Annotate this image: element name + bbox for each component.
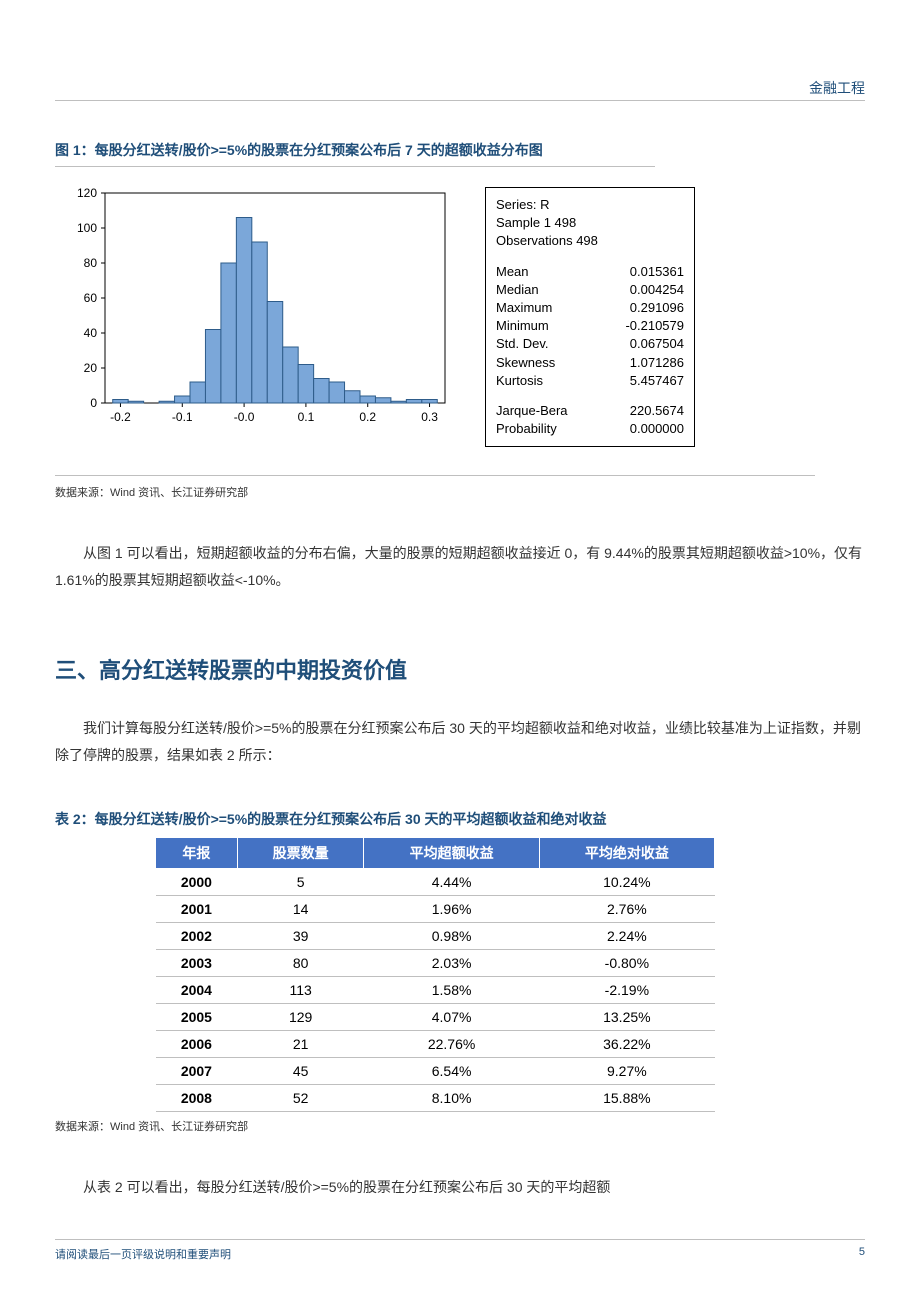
header-category: 金融工程 — [809, 78, 865, 98]
table-cell: 4.07% — [364, 1003, 539, 1030]
svg-text:100: 100 — [77, 221, 97, 235]
stats-rows: Mean0.015361Median0.004254Maximum0.29109… — [496, 263, 684, 390]
table-cell: 5 — [237, 868, 364, 895]
stats-row: Std. Dev.0.067504 — [496, 335, 684, 353]
table-header-cell: 平均绝对收益 — [539, 837, 714, 868]
table-2-header-row: 年报股票数量平均超额收益平均绝对收益 — [156, 837, 715, 868]
table-row: 2007456.54%9.27% — [156, 1057, 715, 1084]
table-2: 年报股票数量平均超额收益平均绝对收益 200054.44%10.24%20011… — [155, 837, 715, 1112]
table-cell: 2008 — [156, 1084, 238, 1111]
figure-1-bottom-rule — [55, 475, 815, 476]
table-row: 2001141.96%2.76% — [156, 895, 715, 922]
stats-box: Series: R Sample 1 498 Observations 498 … — [485, 187, 695, 447]
stats-row: Skewness1.071286 — [496, 354, 684, 372]
table-row: 20041131.58%-2.19% — [156, 976, 715, 1003]
histogram-chart: 0 20 40 60 80 100 120 -0.2 -0.1 -0.0 0.1 0.2 0.3 — [55, 183, 455, 433]
stats-row: Median0.004254 — [496, 281, 684, 299]
page-footer: 请阅读最后一页评级说明和重要声明 5 — [55, 1239, 865, 1262]
stats-row: Probability0.000000 — [496, 420, 684, 438]
stats-row: Maximum0.291096 — [496, 299, 684, 317]
table-cell: 14 — [237, 895, 364, 922]
svg-text:-0.0: -0.0 — [234, 410, 255, 424]
stats-rows-2: Jarque-Bera220.5674Probability0.000000 — [496, 402, 684, 438]
table-cell: 1.58% — [364, 976, 539, 1003]
table-cell: 2.76% — [539, 895, 714, 922]
table-cell: 2002 — [156, 922, 238, 949]
table-2-body: 200054.44%10.24%2001141.96%2.76%2002390.… — [156, 868, 715, 1111]
table-cell: 2005 — [156, 1003, 238, 1030]
paragraph-2: 我们计算每股分红送转/股价>=5%的股票在分红预案公布后 30 天的平均超额收益… — [55, 715, 865, 768]
svg-text:120: 120 — [77, 186, 97, 200]
table-cell: -2.19% — [539, 976, 714, 1003]
svg-text:40: 40 — [84, 326, 98, 340]
table-cell: -0.80% — [539, 949, 714, 976]
top-rule — [55, 100, 865, 101]
table-row: 2002390.98%2.24% — [156, 922, 715, 949]
table-row: 2003802.03%-0.80% — [156, 949, 715, 976]
stats-header-obs: Observations 498 — [496, 232, 684, 250]
figure-1-row: 0 20 40 60 80 100 120 -0.2 -0.1 -0.0 0.1 0.2 0.3 Ser… — [55, 183, 865, 447]
stats-row: Minimum-0.210579 — [496, 317, 684, 335]
table-row: 20062122.76%36.22% — [156, 1030, 715, 1057]
histogram-svg: 0 20 40 60 80 100 120 -0.2 -0.1 -0.0 0.1 0.2 0.3 — [55, 183, 455, 433]
table-cell: 39 — [237, 922, 364, 949]
table-cell: 52 — [237, 1084, 364, 1111]
table-header-cell: 股票数量 — [237, 837, 364, 868]
svg-text:0.3: 0.3 — [421, 410, 438, 424]
table-cell: 6.54% — [364, 1057, 539, 1084]
table-cell: 0.98% — [364, 922, 539, 949]
table-cell: 129 — [237, 1003, 364, 1030]
section-3-heading: 三、高分红送转股票的中期投资价值 — [55, 653, 865, 685]
stats-row: Mean0.015361 — [496, 263, 684, 281]
svg-text:80: 80 — [84, 256, 98, 270]
footer-disclaimer: 请阅读最后一页评级说明和重要声明 — [55, 1246, 231, 1262]
figure-1-rule — [55, 166, 655, 167]
table-cell: 21 — [237, 1030, 364, 1057]
table-cell: 2.24% — [539, 922, 714, 949]
table-cell: 36.22% — [539, 1030, 714, 1057]
svg-text:0: 0 — [90, 396, 97, 410]
table-2-title: 表 2：每股分红送转/股价>=5%的股票在分红预案公布后 30 天的平均超额收益… — [55, 809, 865, 829]
table-cell: 45 — [237, 1057, 364, 1084]
table-cell: 13.25% — [539, 1003, 714, 1030]
svg-text:-0.1: -0.1 — [172, 410, 193, 424]
table-cell: 1.96% — [364, 895, 539, 922]
table-cell: 10.24% — [539, 868, 714, 895]
table-header-cell: 年报 — [156, 837, 238, 868]
table-cell: 4.44% — [364, 868, 539, 895]
paragraph-3: 从表 2 可以看出，每股分红送转/股价>=5%的股票在分红预案公布后 30 天的… — [55, 1174, 865, 1201]
table-cell: 113 — [237, 976, 364, 1003]
table-row: 2008528.10%15.88% — [156, 1084, 715, 1111]
svg-text:20: 20 — [84, 361, 98, 375]
table-cell: 2004 — [156, 976, 238, 1003]
stats-header-sample: Sample 1 498 — [496, 214, 684, 232]
table-cell: 2003 — [156, 949, 238, 976]
svg-text:60: 60 — [84, 291, 98, 305]
figure-1-source: 数据来源：Wind 资讯、长江证券研究部 — [55, 484, 865, 500]
stats-row: Kurtosis5.457467 — [496, 372, 684, 390]
page-number: 5 — [859, 1246, 865, 1262]
figure-1-title: 图 1：每股分红送转/股价>=5%的股票在分红预案公布后 7 天的超额收益分布图 — [55, 140, 865, 160]
table-cell: 2.03% — [364, 949, 539, 976]
table-cell: 2000 — [156, 868, 238, 895]
table-cell: 15.88% — [539, 1084, 714, 1111]
table-cell: 2006 — [156, 1030, 238, 1057]
table-cell: 80 — [237, 949, 364, 976]
table-cell: 9.27% — [539, 1057, 714, 1084]
table-header-cell: 平均超额收益 — [364, 837, 539, 868]
stats-header-series: Series: R — [496, 196, 684, 214]
table-2-source: 数据来源：Wind 资讯、长江证券研究部 — [55, 1118, 865, 1134]
svg-text:0.1: 0.1 — [298, 410, 315, 424]
table-cell: 22.76% — [364, 1030, 539, 1057]
table-cell: 8.10% — [364, 1084, 539, 1111]
paragraph-1: 从图 1 可以看出，短期超额收益的分布右偏，大量的股票的短期超额收益接近 0，有… — [55, 540, 865, 593]
table-row: 200054.44%10.24% — [156, 868, 715, 895]
table-row: 20051294.07%13.25% — [156, 1003, 715, 1030]
table-cell: 2001 — [156, 895, 238, 922]
table-cell: 2007 — [156, 1057, 238, 1084]
svg-text:-0.2: -0.2 — [110, 410, 131, 424]
stats-row: Jarque-Bera220.5674 — [496, 402, 684, 420]
svg-text:0.2: 0.2 — [359, 410, 376, 424]
